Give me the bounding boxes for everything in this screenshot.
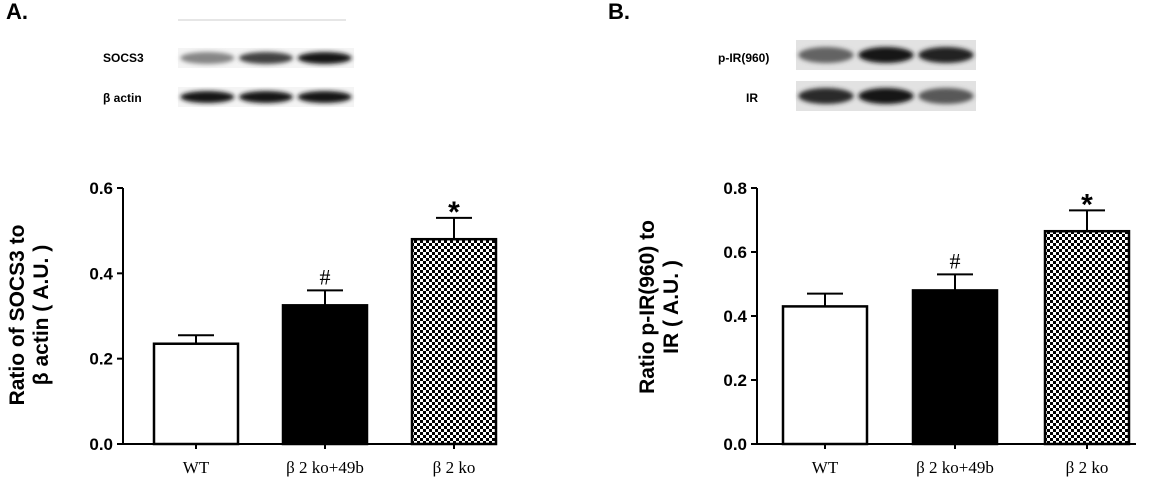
panel-b-label: B.: [608, 0, 630, 24]
panel-b-category-label-1: β 2 ko+49b: [916, 458, 994, 477]
panel-b-y-tick-label-1: 0.2: [723, 371, 747, 390]
panel-a-blot-band-0-1: [239, 52, 293, 64]
panel-b-y-tick-label-0: 0.0: [723, 435, 747, 454]
panel-b-bar-1: [911, 289, 999, 446]
panel-a-blot-row-label-1: β actin: [103, 91, 142, 105]
panel-a-y-tick-label-3: 0.6: [89, 179, 113, 198]
panel-a-blot-band-0-0: [180, 52, 235, 64]
panel-a-blot-band-0-2: [297, 52, 352, 64]
panel-a-significance-2: *: [448, 196, 460, 229]
panel-b-blot-row-label-1: IR: [746, 91, 758, 105]
panel-b-blot-band-1-0: [798, 88, 854, 104]
panel-a-blot: SOCS3 β actin: [103, 19, 354, 107]
panel-b-y-tick-label-4: 0.8: [723, 179, 747, 198]
panel-b-blot-band-1-1: [858, 88, 914, 104]
panel-a-blot-row-label-0: SOCS3: [103, 51, 144, 65]
panel-a-y-tick-label-0: 0.0: [89, 435, 113, 454]
panel-b-blot-row-label-0: p-IR(960): [718, 51, 769, 65]
panel-b-significance-1: #: [950, 248, 961, 273]
panel-a-blot-bands: [178, 19, 354, 107]
panel-a-bar-1: [281, 304, 369, 446]
panel-a-chart: Ratio of SOCS3 to β actin ( A.U. ) 0.0 0.…: [6, 179, 498, 477]
panel-a-label: A.: [6, 0, 28, 24]
panel-b-category-label-0: WT: [812, 458, 839, 477]
panel-a-bar-2: [410, 237, 498, 446]
panel-b-ylabel-line-2: IR ( A.U. ): [660, 260, 683, 354]
panel-b: B. p-IR(960) IR Ratio p-IR(960) to IR ( …: [608, 0, 1136, 477]
panel-b-y-tick-label-3: 0.6: [723, 243, 747, 262]
panel-a-significance-1: #: [320, 264, 331, 289]
panel-b-y-tick-label-2: 0.4: [723, 307, 747, 326]
panel-b-blot-band-0-0: [798, 47, 854, 63]
panel-b-blot: p-IR(960) IR: [718, 40, 976, 111]
panel-a-y-tick-label-1: 0.2: [89, 350, 113, 369]
panel-b-ylabel-line-1: Ratio p-IR(960) to: [636, 220, 659, 394]
panel-a-category-label-0: WT: [183, 458, 210, 477]
panel-a-blot-band-1-0: [180, 91, 235, 103]
panel-b-blot-bands: [796, 40, 976, 111]
panel-a-ylabel-line-2: β actin ( A.U. ): [30, 245, 53, 385]
panel-a: A. SOCS3 β actin Ratio of SOCS3 to β act…: [6, 0, 498, 477]
panel-b-category-label-2: β 2 ko: [1066, 458, 1109, 477]
panel-a-y-tick-label-2: 0.4: [89, 264, 113, 283]
panel-a-category-label-2: β 2 ko: [433, 458, 476, 477]
panel-a-ylabel-line-1: Ratio of SOCS3 to: [6, 225, 29, 406]
panel-b-blot-band-0-1: [858, 47, 914, 63]
panel-b-bar-2: [1043, 229, 1131, 446]
panel-b-blot-band-0-2: [918, 47, 974, 63]
panel-a-bar-0: [152, 342, 240, 446]
panel-a-blot-band-1-1: [239, 91, 293, 103]
panel-a-category-label-1: β 2 ko+49b: [286, 458, 364, 477]
panel-a-blot-band-1-2: [297, 91, 352, 103]
panel-b-significance-2: *: [1081, 188, 1093, 221]
panel-b-blot-band-1-2: [918, 88, 974, 104]
panel-b-bar-0: [781, 305, 869, 446]
panel-b-chart: Ratio p-IR(960) to IR ( A.U. ) 0.0 0.2 0.4…: [636, 179, 1136, 477]
